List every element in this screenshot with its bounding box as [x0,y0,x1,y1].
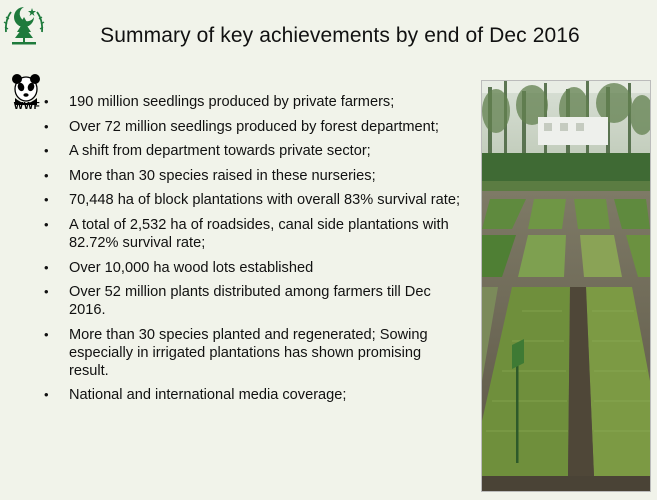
wwf-panda-icon [12,74,40,105]
list-item: A total of 2,532 ha of roadsides, canal … [40,216,460,252]
list-item: 70,448 ha of block plantations with over… [40,191,460,209]
achievements-list: 190 million seedlings produced by privat… [40,93,460,411]
list-item: Over 52 million plants distributed among… [40,283,460,319]
list-item: More than 30 species raised in these nur… [40,167,460,185]
nursery-seedling-beds-photo [482,81,650,491]
government-emblem-icon [3,7,45,45]
list-item: National and international media coverag… [40,386,460,404]
list-item: Over 72 million seedlings produced by fo… [40,118,460,136]
nursery-photo [481,80,651,492]
list-item: A shift from department towards private … [40,142,460,160]
slide-title: Summary of key achievements by end of De… [100,24,580,47]
wwf-logo-text: WWF [13,101,41,112]
list-item: 190 million seedlings produced by privat… [40,93,460,111]
list-item: More than 30 species planted and regener… [40,326,460,380]
list-item: Over 10,000 ha wood lots established [40,259,460,277]
